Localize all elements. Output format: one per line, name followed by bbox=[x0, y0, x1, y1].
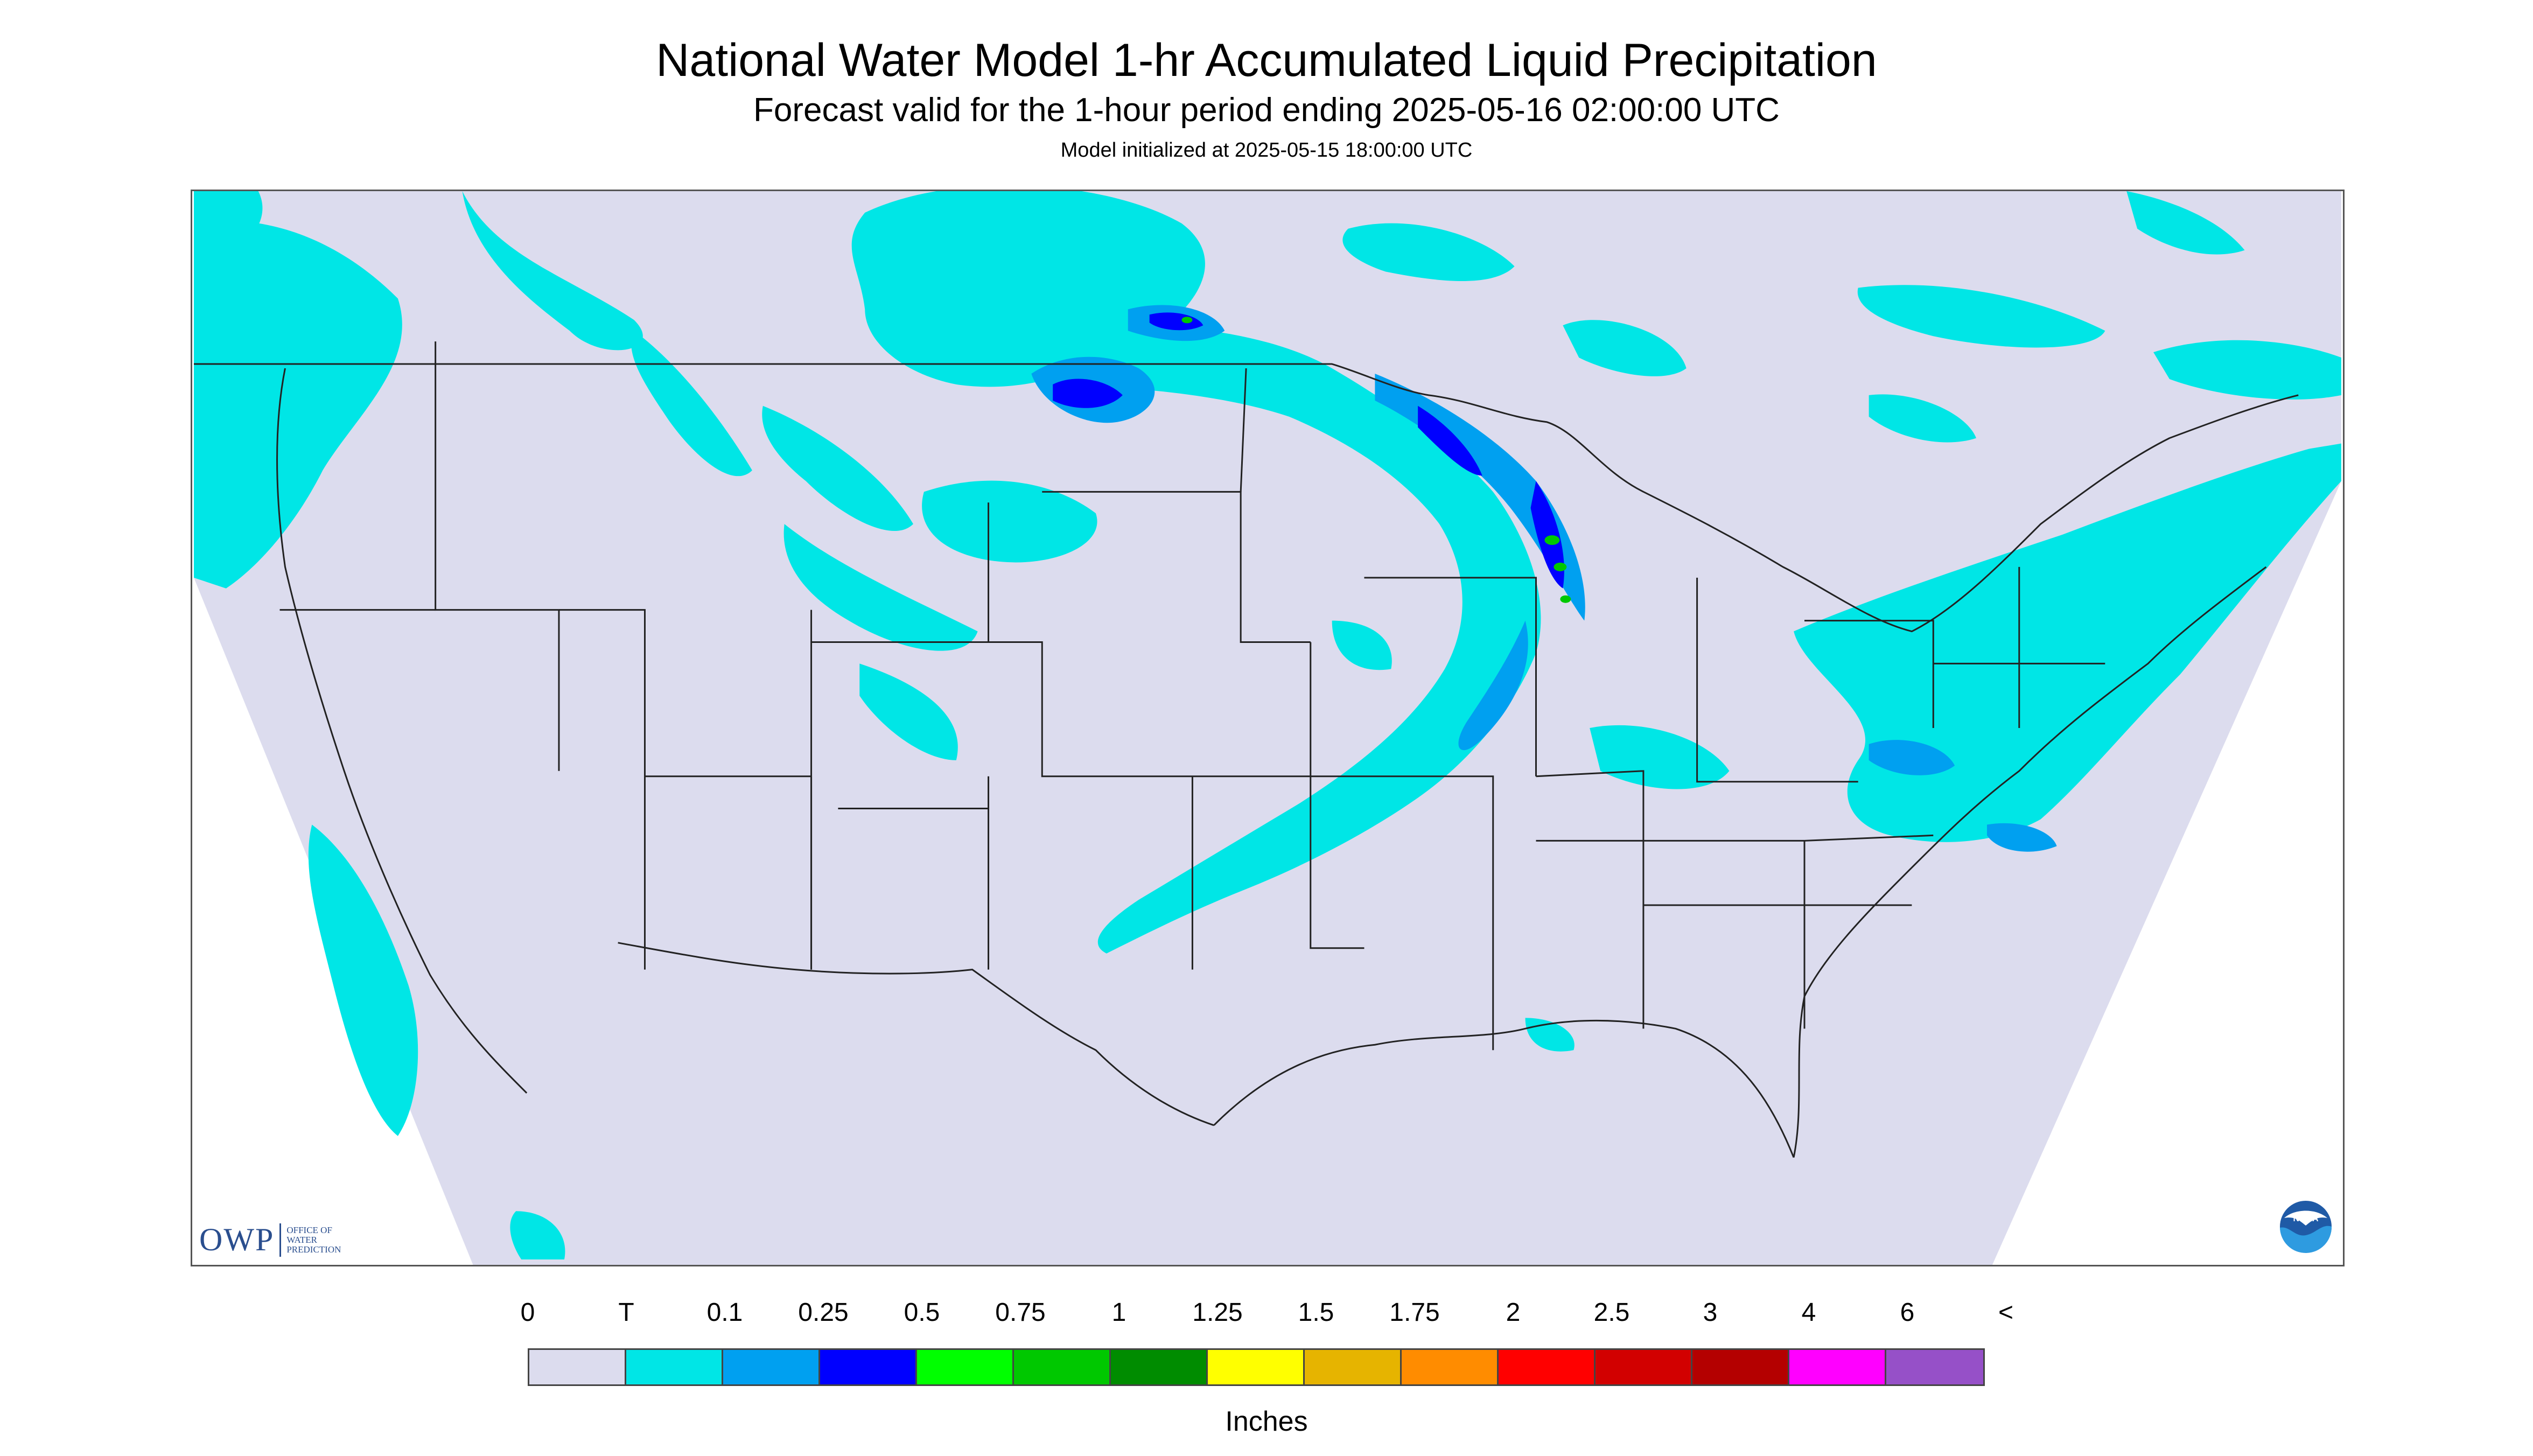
precip-light-areas bbox=[194, 191, 2341, 1260]
legend-swatch bbox=[529, 1350, 626, 1384]
legend-label: 6 bbox=[1900, 1298, 1915, 1327]
legend-label: < bbox=[1998, 1298, 2014, 1327]
legend-swatch bbox=[1111, 1350, 1208, 1384]
legend-label: 2 bbox=[1506, 1298, 1521, 1327]
legend-label: 0.75 bbox=[995, 1298, 1046, 1327]
legend-swatch bbox=[1208, 1350, 1305, 1384]
legend-swatch bbox=[1789, 1350, 1886, 1384]
legend-label: 3 bbox=[1703, 1298, 1718, 1327]
owp-logo-text: OWP bbox=[199, 1222, 275, 1257]
legend-swatch bbox=[1692, 1350, 1789, 1384]
model-initialized-text: Model initialized at 2025-05-15 18:00:00… bbox=[1060, 139, 1473, 162]
legend-swatch bbox=[1596, 1350, 1692, 1384]
owp-logo: OWP OFFICE OF WATER PREDICTION bbox=[199, 1221, 341, 1258]
legend-label: 1.5 bbox=[1298, 1298, 1334, 1327]
legend-color-bar bbox=[528, 1348, 1985, 1386]
precip-heavy-areas bbox=[1053, 312, 1564, 589]
legend-label: 1.25 bbox=[1192, 1298, 1243, 1327]
legend-label: 0.1 bbox=[706, 1298, 743, 1327]
legend-label: 4 bbox=[1801, 1298, 1816, 1327]
map-title: National Water Model 1-hr Accumulated Li… bbox=[656, 34, 1877, 86]
legend-units: Inches bbox=[1225, 1406, 1308, 1437]
legend-swatch bbox=[626, 1350, 723, 1384]
legend-label: 1.75 bbox=[1389, 1298, 1440, 1327]
legend-label: 0.25 bbox=[798, 1298, 849, 1327]
legend-swatch bbox=[1402, 1350, 1499, 1384]
noaa-logo-icon: NOAA bbox=[2280, 1201, 2332, 1254]
owp-logo-divider bbox=[279, 1223, 282, 1257]
boundaries bbox=[193, 341, 2299, 1158]
precip-max-cells bbox=[1181, 317, 1571, 603]
legend-swatch bbox=[723, 1350, 820, 1384]
legend-swatch bbox=[1305, 1350, 1402, 1384]
legend-label: 0.5 bbox=[904, 1298, 940, 1327]
legend-label: 2.5 bbox=[1593, 1298, 1630, 1327]
legend-label: 0 bbox=[520, 1298, 535, 1327]
legend-swatch bbox=[917, 1350, 1014, 1384]
legend-swatch bbox=[1014, 1350, 1111, 1384]
legend-label: 1 bbox=[1111, 1298, 1126, 1327]
legend-labels: 0 T 0.1 0.25 0.5 0.75 1 1.25 1.5 1.75 2 2.5 3 4 6 < bbox=[0, 1298, 2533, 1335]
forecast-valid-subtitle: Forecast valid for the 1-hour period end… bbox=[753, 92, 1780, 129]
legend-swatch bbox=[820, 1350, 917, 1384]
legend-label: T bbox=[618, 1298, 634, 1327]
legend-swatch bbox=[1886, 1350, 1983, 1384]
legend-swatch bbox=[1499, 1350, 1596, 1384]
precipitation-map bbox=[191, 190, 2345, 1266]
noaa-logo-text: NOAA bbox=[2293, 1214, 2319, 1223]
owp-logo-subtext: OFFICE OF WATER PREDICTION bbox=[286, 1224, 341, 1255]
